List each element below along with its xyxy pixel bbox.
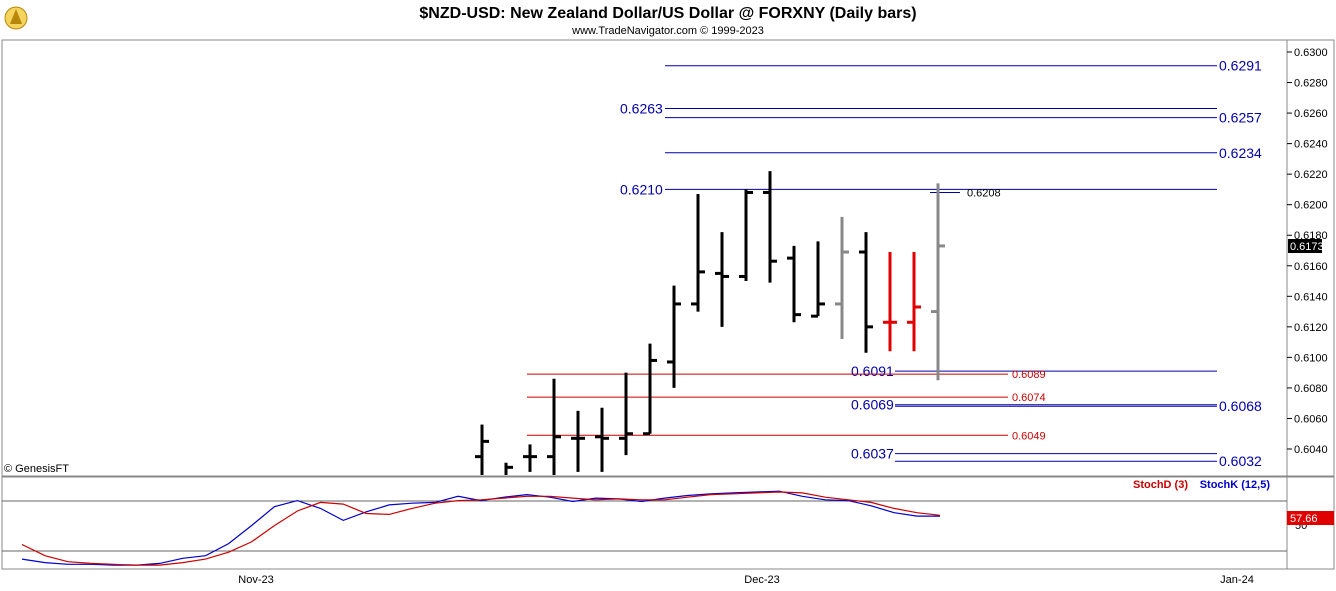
- price-bar: [619, 372, 633, 456]
- level-note: 0.6049: [1012, 430, 1046, 442]
- y-tick-label: 0.6280: [1294, 78, 1328, 90]
- date-axis: Nov-23 Dec-23 Jan-24: [238, 574, 1254, 586]
- y-tick-label: 0.6040: [1294, 444, 1328, 456]
- chart-title: $NZD-USD: New Zealand Dollar/US Dollar @…: [419, 5, 916, 22]
- price-bar: [835, 216, 849, 340]
- price-bar: [571, 410, 585, 472]
- level-label-left: 0.6091: [851, 363, 894, 379]
- level-note: 0.6089: [1012, 369, 1046, 381]
- price-bar: [763, 171, 777, 283]
- levels-layer: 0.6291 0.6263 0.6257 0.6234 0.6210 0.6208 0.60…: [527, 58, 1262, 469]
- y-tick-label: 0.6200: [1294, 200, 1328, 212]
- y-tick-label: 0.6160: [1294, 261, 1328, 273]
- y-tick-label: 0.6300: [1294, 47, 1328, 59]
- price-bar: [667, 285, 681, 388]
- price-bar: [691, 194, 705, 312]
- price-bar: [787, 245, 801, 323]
- watermark: © GenesisFT: [4, 463, 69, 475]
- stoch-last-label: 57.66: [1290, 513, 1318, 525]
- stoch-lines-layer: [21, 490, 941, 566]
- level-label-right: 0.6291: [1219, 58, 1262, 74]
- level-label-right: 0.6257: [1219, 110, 1262, 126]
- level-label-left: 0.6069: [851, 397, 894, 413]
- y-tick-label: 0.6080: [1294, 383, 1328, 395]
- chart-subtitle: www.TradeNavigator.com © 1999-2023: [571, 25, 764, 37]
- level-label-left: 0.6263: [620, 100, 663, 116]
- price-bar: [883, 252, 897, 352]
- price-bar: [523, 444, 537, 472]
- price-bar: [811, 241, 825, 318]
- stoch-series-line: [21, 491, 941, 566]
- y-tick-label: 0.6140: [1294, 291, 1328, 303]
- x-tick-dec: Dec-23: [744, 574, 779, 586]
- price-y-axis: 0.6040 0.6060 0.6080 0.6100 0.6120 0.6140 0.61…: [1287, 47, 1328, 456]
- level-label-left: 0.6210: [620, 181, 663, 197]
- price-bar: [475, 424, 489, 475]
- legend-stochk: StochK (12,5): [1200, 479, 1271, 491]
- last-price-label: 0.6173: [1290, 241, 1324, 253]
- level-note: 0.6208: [967, 187, 1001, 199]
- y-tick-label: 0.6060: [1294, 413, 1328, 425]
- price-bar: [739, 189, 753, 282]
- stoch-pane: [1, 476, 1288, 570]
- y-tick-label: 0.6100: [1294, 352, 1328, 364]
- y-tick-label: 0.6240: [1294, 139, 1328, 151]
- legend-stochd: StochD (3): [1133, 479, 1188, 491]
- x-tick-jan: Jan-24: [1220, 574, 1254, 586]
- price-bar: [715, 232, 729, 327]
- price-bar: [504, 462, 513, 475]
- y-tick-label: 0.6260: [1294, 108, 1328, 120]
- level-label-right: 0.6068: [1219, 398, 1262, 414]
- stoch-last-box: [1287, 511, 1334, 525]
- y-tick-label: 0.6220: [1294, 169, 1328, 181]
- price-bar: [859, 232, 873, 353]
- level-note: 0.6074: [1012, 392, 1046, 404]
- price-axis-area: [1286, 39, 1335, 477]
- price-bar: [907, 252, 921, 352]
- x-tick-nov: Nov-23: [238, 574, 273, 586]
- price-bar: [547, 378, 561, 475]
- price-bar: [595, 407, 609, 472]
- price-bars-layer: [475, 171, 945, 475]
- y-tick-label: 0.6120: [1294, 322, 1328, 334]
- price-bar: [643, 343, 657, 436]
- price-bar: [931, 183, 945, 381]
- level-label-right: 0.6032: [1219, 453, 1262, 469]
- last-price-box: [1288, 239, 1322, 253]
- level-label-left: 0.6037: [851, 446, 894, 462]
- level-label-right: 0.6234: [1219, 145, 1262, 161]
- price-pane: [1, 39, 1288, 477]
- logo-icon: [4, 6, 28, 30]
